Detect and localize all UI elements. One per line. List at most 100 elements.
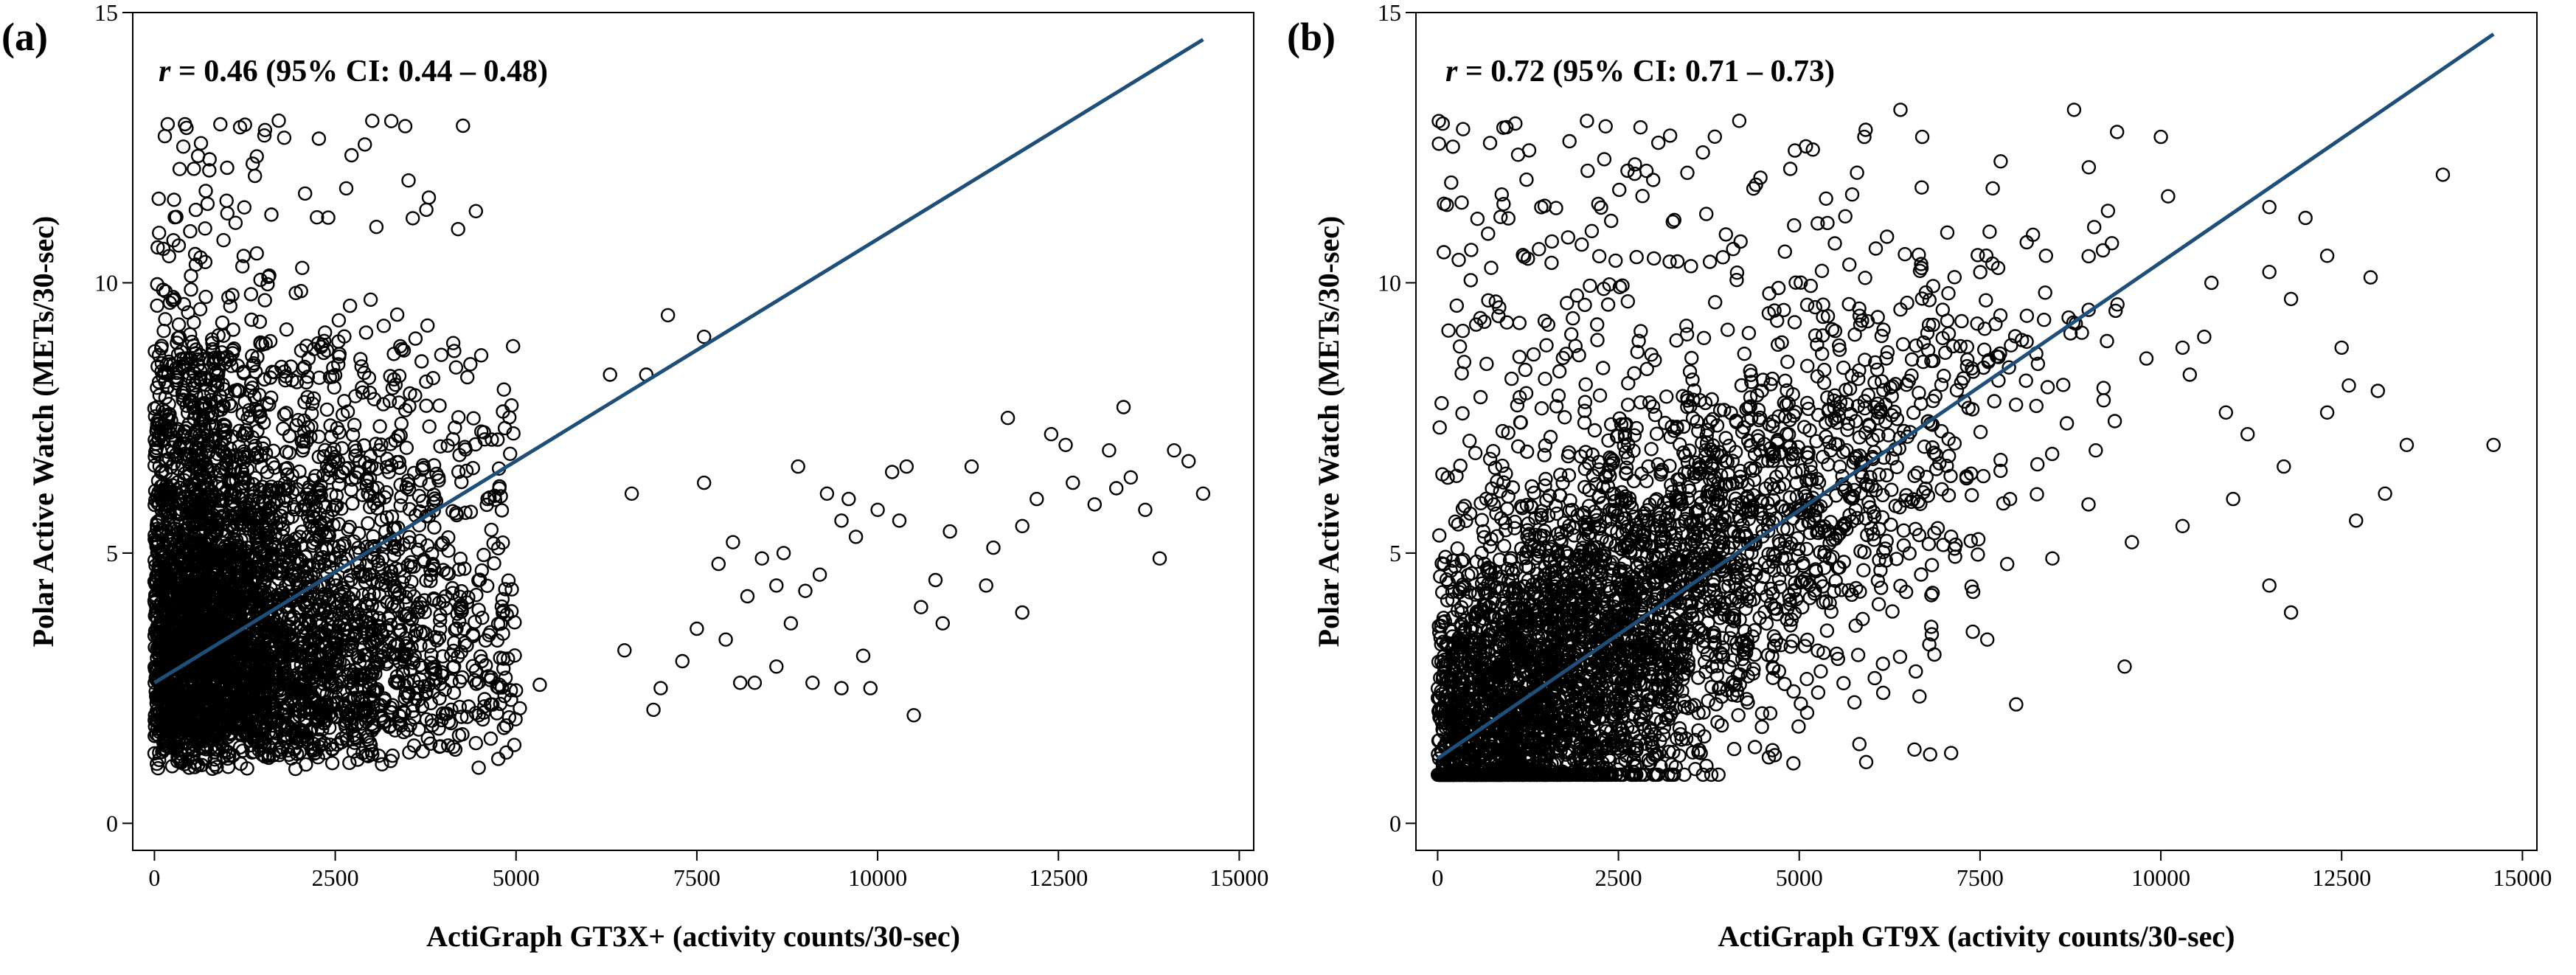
panel-a-data-point — [357, 365, 372, 381]
panel-a-data-point — [491, 752, 506, 766]
panel-a-data-point — [401, 173, 416, 188]
panel-a-data-point — [408, 331, 423, 346]
panel-b-data-point — [1819, 191, 1833, 206]
panel-b-data-point — [1906, 405, 1921, 420]
panel-a-data-point — [624, 486, 639, 501]
panel-a-data-point — [157, 128, 173, 144]
panel-a-data-point — [374, 437, 389, 452]
panel-a-data-point — [365, 114, 380, 128]
panel-a-data-point — [711, 556, 726, 572]
panel-b-data-point — [1791, 719, 1806, 734]
panel-a-x-tick-label: 10000 — [848, 864, 907, 891]
panel-a-data-point — [305, 396, 320, 411]
panel-a-data-point — [476, 547, 491, 563]
panel-a-data-point — [237, 117, 252, 132]
panel-a-data-point — [449, 621, 464, 636]
panel-a-data-point — [341, 522, 355, 537]
panel-a-data-point — [899, 459, 914, 474]
panel-a-x-tick-label: 12500 — [1029, 864, 1088, 891]
panel-a-data-point — [420, 318, 435, 333]
panel-a-data-point — [805, 676, 820, 690]
panel-b-data-point — [1720, 322, 1735, 337]
panel-a-data-point — [324, 755, 340, 771]
panel-b-data-point — [1815, 328, 1830, 343]
panel-a-data-point — [158, 312, 173, 327]
panel-a-data-point — [503, 446, 518, 461]
panel-b-data-point — [1592, 388, 1608, 403]
panel-a-data-point — [769, 659, 784, 674]
panel-b-data-point — [1441, 323, 1456, 338]
panel-a-data-point — [451, 222, 465, 237]
panel-a-data-point — [172, 162, 187, 176]
panel-a-x-tick-label: 5000 — [493, 864, 540, 891]
panel-a-data-point — [342, 298, 358, 313]
panel-a-data-point — [1044, 427, 1059, 442]
panel-a-data-point — [176, 139, 191, 154]
panel-a-frame — [132, 12, 1254, 851]
panel-a-fit-line — [153, 38, 1204, 684]
panel-b-data-point — [1575, 237, 1589, 252]
panel-b-data-point — [1513, 415, 1528, 430]
panel-a-data-point — [841, 491, 856, 507]
panel-a-data-point — [154, 355, 170, 371]
panel-a-data-point — [884, 465, 900, 479]
panel-a-data-point — [355, 488, 370, 502]
panel-a-data-point — [369, 220, 384, 235]
panel-b-data-point — [1868, 241, 1884, 256]
panel-a-data-point — [1138, 502, 1153, 517]
panel-a-data-point — [783, 616, 799, 631]
panel-a-data-point — [344, 148, 359, 163]
panel-a-data-point — [414, 354, 429, 369]
panel-a-data-point — [507, 738, 522, 752]
panel-a-data-point — [499, 745, 514, 760]
panel-a-data-point — [942, 524, 957, 539]
panel-a-data-point — [422, 419, 437, 434]
panel-a-data-point — [249, 246, 264, 261]
panel-a-data-point — [1066, 475, 1080, 490]
panel-a-data-point — [200, 196, 215, 212]
panel-a-data-point — [176, 383, 192, 398]
panel-a-r-symbol: r — [159, 55, 171, 89]
panel-a-data-point — [419, 398, 434, 413]
panel-b-data-point — [2038, 285, 2052, 300]
panel-a-data-point — [277, 131, 292, 145]
panel-a-data-point — [1000, 411, 1016, 426]
panel-a-data-point — [747, 676, 763, 690]
panel-a-data-point — [504, 398, 519, 413]
panel-a-data-point — [463, 357, 478, 372]
panel-a-data-point — [733, 676, 748, 690]
panel-a-data-point — [465, 461, 480, 476]
panel-b-data-point — [1518, 362, 1533, 378]
panel-a-data-point — [914, 600, 928, 614]
panel-a-data-point — [603, 367, 617, 382]
panel-a-annotation: r = 0.46 (95% CI: 0.44 – 0.48) — [159, 55, 548, 89]
panel-a-data-point — [156, 324, 171, 339]
panel-b-data-point — [1608, 253, 1623, 268]
panel-b-data-point — [1463, 273, 1479, 288]
panel-a-data-point — [812, 567, 827, 582]
panel-a-y-tick-label: 15 — [94, 0, 118, 26]
panel-a-data-point — [198, 221, 212, 236]
panel-a-data-point — [253, 272, 268, 288]
panel-a-data-point — [198, 254, 213, 269]
panel-a-points — [147, 113, 1211, 777]
panel-a-data-point — [198, 184, 213, 198]
panel-a-data-point — [151, 191, 166, 207]
panel-a-data-point — [383, 114, 399, 128]
panel-a-data-point — [221, 290, 236, 305]
panel-a-data-point — [487, 556, 501, 571]
panel-a-data-point — [319, 402, 335, 417]
panel-a-data-point — [421, 190, 437, 205]
panel-a-data-point — [499, 718, 514, 733]
panel-a-data-point — [345, 496, 360, 511]
panel-a-data-point — [219, 193, 234, 208]
panel-a-data-point — [848, 530, 864, 544]
panel-b-data-point — [1934, 424, 1949, 439]
panel-a-data-point — [358, 137, 372, 152]
panel-a-data-point — [483, 731, 499, 746]
panel-a-x-tick-label: 7500 — [673, 864, 721, 891]
panel-b-data-point — [1999, 557, 2015, 572]
